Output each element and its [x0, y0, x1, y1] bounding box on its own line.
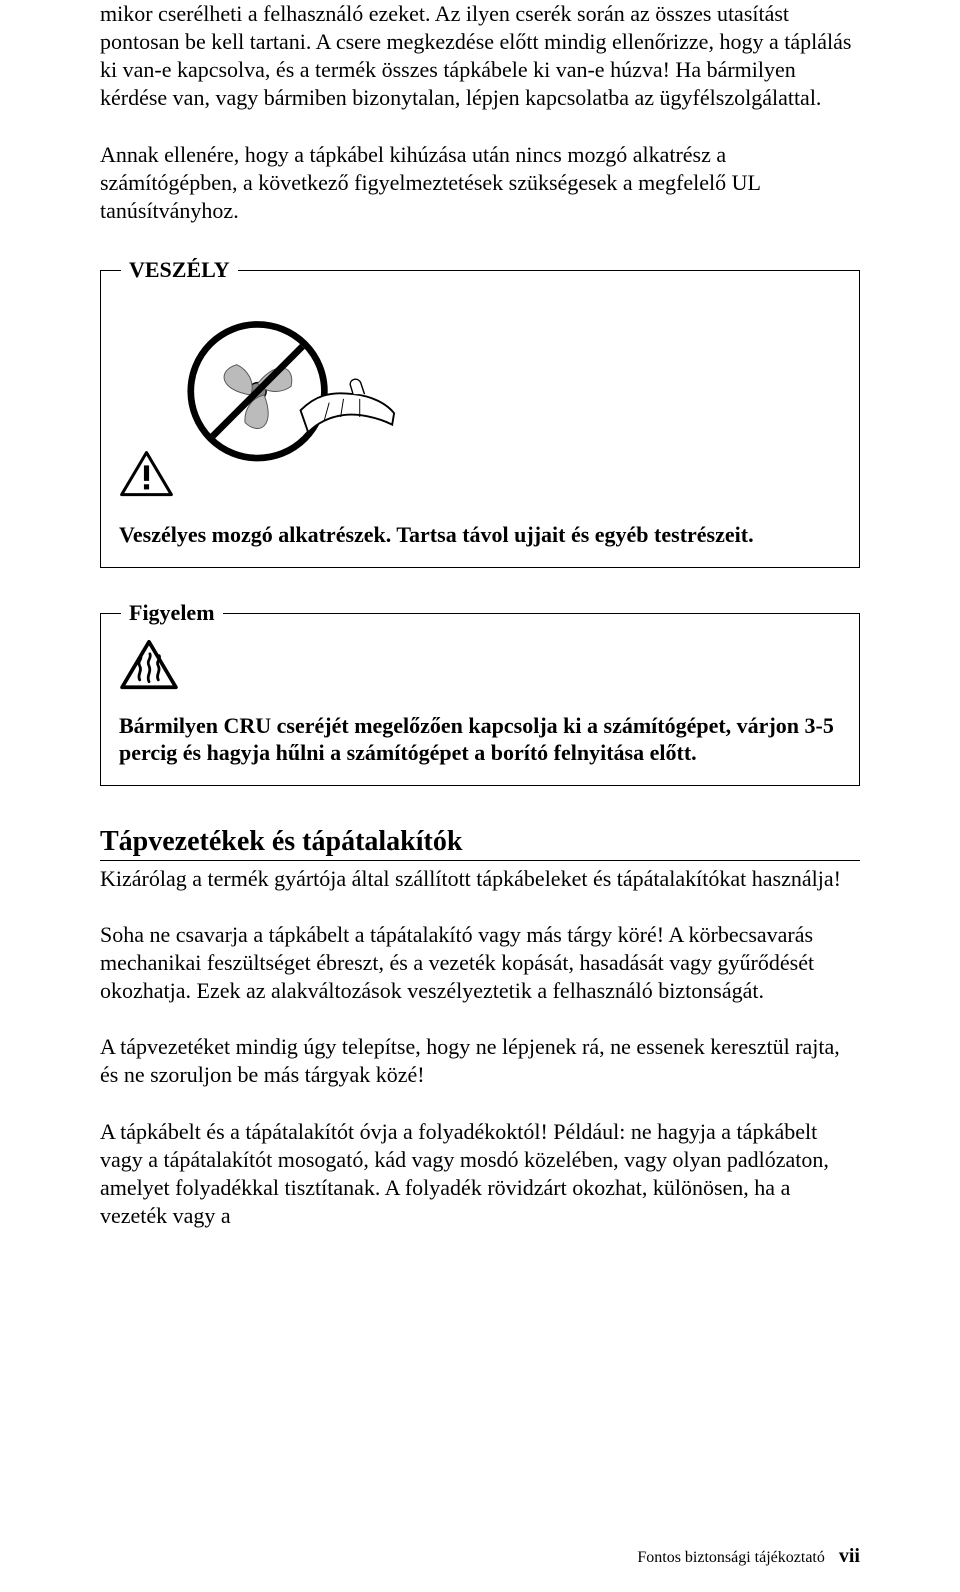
- attention-legend: Figyelem: [121, 600, 223, 626]
- section-para-4: A tápkábelt és a tápátalakítót óvja a fo…: [100, 1118, 860, 1231]
- no-touch-fan-icon: [186, 296, 396, 496]
- warning-triangle-icon: [119, 450, 174, 498]
- section-heading: Tápvezetékek és tápátalakítók: [100, 826, 860, 861]
- attention-text: Bármilyen CRU cseréjét megelőzően kapcso…: [119, 712, 841, 767]
- danger-legend: VESZÉLY: [121, 257, 238, 283]
- danger-text: Veszélyes mozgó alkatrészek. Tartsa távo…: [119, 521, 841, 549]
- footer-page-number: vii: [839, 1545, 860, 1567]
- hot-surface-icon: [119, 639, 179, 691]
- page-footer: Fontos biztonsági tájékoztató vii: [637, 1545, 860, 1568]
- footer-label: Fontos biztonsági tájékoztató: [637, 1549, 825, 1566]
- intro-paragraph-2: Annak ellenére, hogy a tápkábel kihúzása…: [100, 141, 860, 225]
- intro-paragraph-1: mikor cserélheti a felhasználó ezeket. A…: [100, 0, 860, 113]
- section-para-1: Kizárólag a termék gyártója által szállí…: [100, 865, 860, 893]
- attention-box: Figyelem Bármilyen CRU cseréjét megelőző…: [100, 613, 860, 786]
- danger-box: VESZÉLY Veszélyes mozgó alkatrészek. Tar…: [100, 270, 860, 568]
- section-para-2: Soha ne csavarja a tápkábelt a tápátalak…: [100, 921, 860, 1005]
- section-para-3: A tápvezetéket mindig úgy telepítse, hog…: [100, 1033, 860, 1089]
